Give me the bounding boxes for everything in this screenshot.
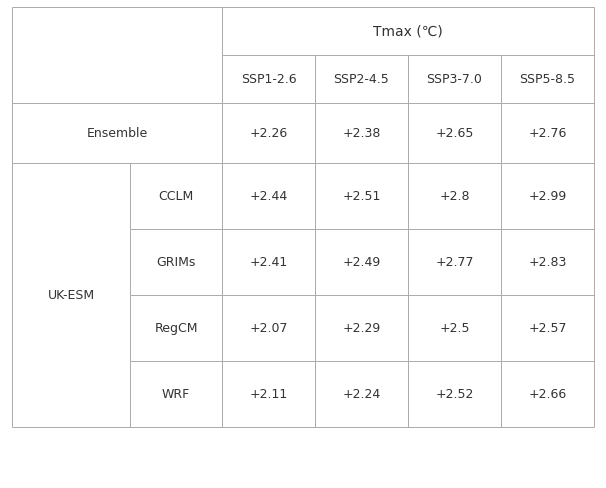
Text: +2.5: +2.5	[439, 322, 470, 335]
Text: +2.41: +2.41	[250, 256, 288, 269]
Text: +2.44: +2.44	[250, 190, 288, 203]
Text: Ensemble: Ensemble	[87, 127, 148, 140]
Text: +2.76: +2.76	[528, 127, 567, 140]
Text: SSP1-2.6: SSP1-2.6	[241, 73, 296, 86]
Text: +2.65: +2.65	[435, 127, 474, 140]
Text: +2.11: +2.11	[250, 387, 288, 401]
Text: SSP2-4.5: SSP2-4.5	[334, 73, 390, 86]
Text: +2.29: +2.29	[342, 322, 381, 335]
Text: UK-ESM: UK-ESM	[47, 289, 95, 302]
Text: +2.24: +2.24	[342, 387, 381, 401]
Text: +2.38: +2.38	[342, 127, 381, 140]
Text: SSP5-8.5: SSP5-8.5	[519, 73, 576, 86]
Text: CCLM: CCLM	[158, 190, 194, 203]
Text: +2.8: +2.8	[439, 190, 470, 203]
Text: GRIMs: GRIMs	[156, 256, 196, 269]
Text: Tmax (℃): Tmax (℃)	[373, 25, 443, 39]
Text: +2.49: +2.49	[342, 256, 381, 269]
Text: +2.57: +2.57	[528, 322, 567, 335]
Text: +2.26: +2.26	[250, 127, 288, 140]
Text: WRF: WRF	[162, 387, 190, 401]
Text: +2.51: +2.51	[342, 190, 381, 203]
Text: RegCM: RegCM	[155, 322, 198, 335]
Text: +2.77: +2.77	[435, 256, 474, 269]
Text: +2.52: +2.52	[435, 387, 474, 401]
Text: +2.66: +2.66	[528, 387, 567, 401]
Text: +2.07: +2.07	[249, 322, 288, 335]
Text: +2.99: +2.99	[528, 190, 567, 203]
Text: +2.83: +2.83	[528, 256, 567, 269]
Text: SSP3-7.0: SSP3-7.0	[427, 73, 482, 86]
